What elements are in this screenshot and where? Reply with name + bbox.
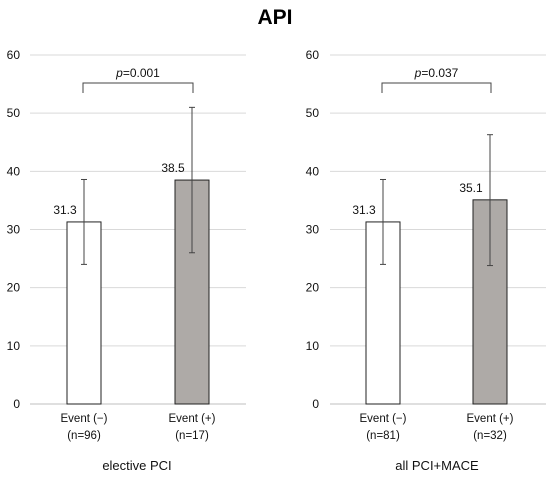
p-value-label: p=0.037 [414,66,459,80]
significance-bracket [82,82,194,93]
x-tick-sublabel: (n=96) [67,430,101,442]
y-tick-label: 50 [7,106,21,120]
chart-panel-2: 0 10 20 30 40 50 60 31.3 Event (−) (n=81) 35.1 Even… [306,48,546,473]
y-tick-label: 40 [306,164,320,178]
y-tick-label: 30 [7,223,21,237]
x-tick-label: Event (+) [169,413,216,425]
x-tick-label: Event (−) [360,413,407,425]
x-tick-sublabel: (n=17) [175,430,209,442]
y-tick-label: 10 [7,339,21,353]
data-label: 31.3 [53,203,77,217]
x-tick-sublabel: (n=81) [366,430,400,442]
y-tick-label: 0 [312,397,319,411]
p-value-symbol: p [115,66,123,80]
y-tick-label: 60 [7,48,21,62]
significance-bracket [381,82,492,93]
y-tick-label: 0 [13,397,20,411]
p-value-number: =0.001 [123,66,160,80]
y-tick-label: 10 [306,339,320,353]
p-value-number: =0.037 [421,66,458,80]
p-value-symbol: p [414,66,422,80]
y-tick-label: 60 [306,48,320,62]
x-tick-label: Event (+) [467,413,514,425]
y-tick-label: 30 [306,223,320,237]
y-tick-label: 20 [7,281,21,295]
panel-label: elective PCI [102,458,171,473]
panel-label: all PCI+MACE [395,458,479,473]
y-tick-label: 20 [306,281,320,295]
x-tick-label: Event (−) [61,413,108,425]
y-tick-label: 40 [7,164,21,178]
data-label: 31.3 [352,203,376,217]
chart-panel-1: 0 10 20 30 40 50 60 31.3 Event (−) (n=96) 38.5 Even… [7,48,246,473]
x-tick-sublabel: (n=32) [473,430,507,442]
data-label: 38.5 [161,161,185,175]
p-value-label: p=0.001 [115,66,160,80]
chart-title: API [257,6,292,29]
y-tick-label: 50 [306,106,320,120]
data-label: 35.1 [459,181,483,195]
